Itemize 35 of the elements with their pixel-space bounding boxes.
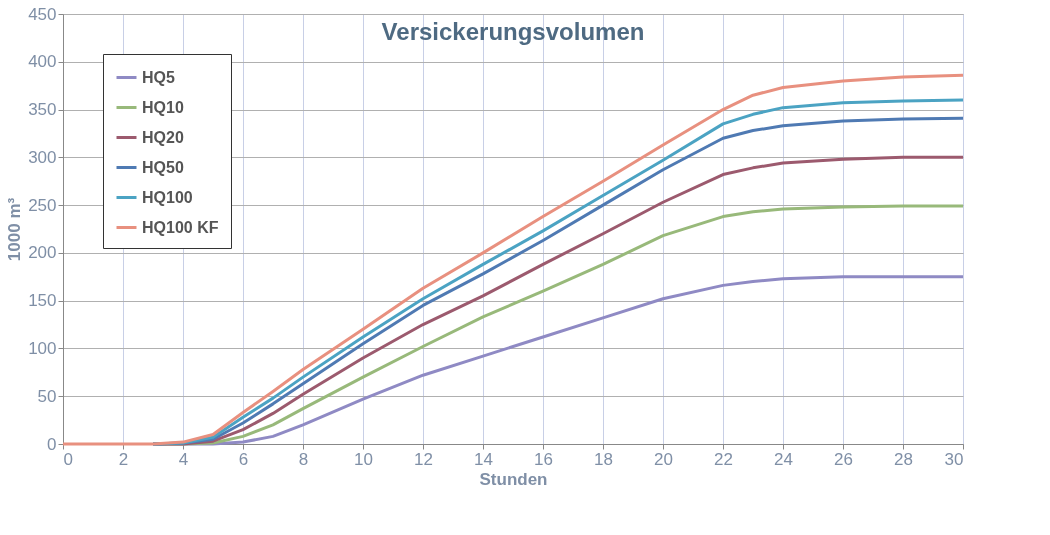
legend-label: HQ20: [142, 128, 184, 146]
y-tick-label: 350: [28, 100, 57, 120]
legend-label: HQ50: [142, 158, 184, 176]
y-axis-title: 1000 m³: [5, 197, 25, 262]
y-tick-label: 250: [28, 195, 57, 215]
x-tick-label: 24: [774, 449, 793, 469]
y-tick-label: 450: [28, 4, 57, 24]
x-tick-label: 22: [714, 449, 733, 469]
x-tick-label: 26: [834, 449, 853, 469]
chart-title: Versickerungsvolumen: [381, 18, 645, 45]
x-tick-label: 2: [118, 449, 129, 469]
x-tick-label: 10: [354, 449, 373, 469]
x-axis-title: Stunden: [479, 469, 548, 489]
x-tick-label: 14: [474, 449, 493, 469]
x-tick-label: 0: [63, 449, 73, 469]
y-tick-label: 100: [28, 338, 57, 358]
legend-label: HQ10: [142, 98, 184, 116]
y-tick-label: 150: [28, 291, 57, 311]
x-tick-label: 18: [594, 449, 613, 469]
x-tick-label: 12: [414, 449, 433, 469]
legend-label: HQ100 KF: [142, 218, 219, 236]
y-tick-label: 200: [28, 243, 57, 263]
x-tick-label: 16: [534, 449, 553, 469]
x-tick-label: 4: [178, 449, 189, 469]
x-tick-label: 20: [654, 449, 673, 469]
legend-label: HQ100: [142, 188, 193, 206]
y-tick-label: 50: [37, 386, 57, 406]
x-tick-label: 30: [944, 449, 964, 469]
y-tick-label: 400: [28, 52, 57, 72]
legend-label: HQ5: [142, 68, 175, 86]
y-tick-label: 0: [47, 434, 57, 454]
y-tick-label: 300: [28, 147, 57, 167]
x-tick-label: 6: [238, 449, 249, 469]
x-tick-label: 8: [298, 449, 309, 469]
x-tick-label: 28: [894, 449, 913, 469]
